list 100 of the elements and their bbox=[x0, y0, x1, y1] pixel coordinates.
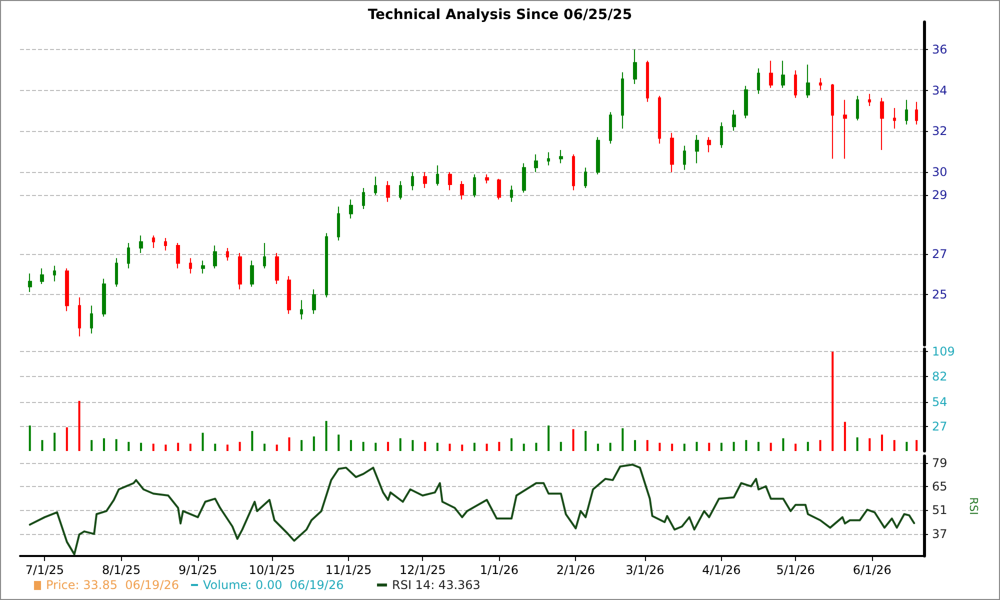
candlestick bbox=[78, 296, 81, 337]
y-tick-label: 27 bbox=[932, 419, 948, 434]
candlestick bbox=[337, 206, 340, 241]
candlestick bbox=[596, 136, 600, 175]
bar bbox=[102, 438, 105, 451]
line-series bbox=[28, 464, 916, 556]
y-tick-label: 30 bbox=[932, 165, 948, 180]
bar bbox=[584, 430, 587, 451]
candlestick bbox=[893, 107, 896, 130]
bar bbox=[312, 436, 315, 451]
bar bbox=[152, 444, 154, 451]
candlestick bbox=[362, 187, 365, 210]
bar bbox=[622, 428, 624, 451]
bar bbox=[288, 437, 290, 451]
candlestick bbox=[460, 180, 464, 200]
text: Price: 33.85 06/19/26 bbox=[46, 578, 180, 592]
candlestick bbox=[905, 99, 908, 125]
bar bbox=[41, 440, 44, 451]
candlestick bbox=[621, 72, 624, 130]
candlestick bbox=[201, 260, 205, 274]
candlestick bbox=[40, 268, 44, 285]
y-tick-label: 79 bbox=[932, 456, 948, 470]
bar bbox=[128, 442, 130, 451]
bar bbox=[916, 440, 918, 451]
bar bbox=[350, 440, 352, 451]
bar bbox=[202, 432, 204, 451]
candlestick bbox=[65, 268, 69, 312]
bar bbox=[498, 442, 500, 451]
candlestick bbox=[139, 235, 143, 254]
candlestick bbox=[287, 276, 291, 314]
x-tick-label: 11/1/25 bbox=[325, 563, 372, 577]
candlestick bbox=[915, 101, 918, 125]
bar bbox=[189, 444, 192, 451]
x-tick-label: 5/1/26 bbox=[776, 563, 815, 577]
bar bbox=[708, 442, 710, 451]
bar bbox=[238, 442, 241, 451]
candlestick bbox=[176, 242, 180, 269]
candlestick bbox=[880, 97, 884, 151]
candlestick bbox=[411, 172, 414, 191]
bar bbox=[696, 442, 698, 451]
y-tick-label: 82 bbox=[932, 369, 948, 384]
bar bbox=[461, 444, 464, 451]
candlestick bbox=[115, 258, 118, 288]
candlestick bbox=[769, 60, 773, 88]
x-tick-label: 9/1/25 bbox=[178, 563, 218, 577]
bar bbox=[806, 442, 809, 451]
bar bbox=[794, 444, 797, 451]
bar bbox=[177, 442, 180, 451]
y-tick-label: 34 bbox=[932, 83, 948, 98]
candlestick bbox=[534, 154, 538, 173]
bar bbox=[325, 420, 328, 451]
bar bbox=[399, 438, 402, 451]
text: Volume: 0.00 06/19/26 bbox=[203, 578, 344, 592]
candlestick bbox=[843, 99, 847, 160]
bar bbox=[522, 444, 525, 451]
bar bbox=[66, 427, 68, 451]
bar bbox=[28, 426, 31, 451]
y-tick-label: 36 bbox=[932, 42, 948, 56]
candlestick bbox=[250, 260, 254, 288]
y-tick-label: 65 bbox=[932, 480, 948, 494]
bar bbox=[436, 442, 438, 451]
candlestick bbox=[374, 176, 377, 196]
bar bbox=[572, 429, 574, 451]
candlestick bbox=[806, 64, 810, 98]
bar bbox=[732, 442, 735, 451]
bar bbox=[893, 440, 896, 451]
bar bbox=[758, 442, 760, 451]
bar bbox=[300, 440, 303, 451]
candlestick bbox=[856, 95, 859, 121]
bar bbox=[90, 440, 93, 451]
candlestick bbox=[90, 305, 93, 334]
candlestick bbox=[609, 112, 612, 144]
candlestick bbox=[757, 68, 760, 94]
candlestick bbox=[744, 85, 748, 119]
candlestick bbox=[53, 265, 56, 282]
candlestick bbox=[102, 278, 106, 318]
bar bbox=[832, 352, 834, 451]
bar bbox=[646, 440, 648, 451]
bar bbox=[819, 440, 822, 451]
y-tick-label: 51 bbox=[932, 503, 948, 518]
candlestick bbox=[300, 300, 303, 320]
bar bbox=[251, 430, 254, 451]
bar bbox=[264, 444, 266, 451]
candlestick bbox=[794, 70, 797, 98]
candlestick bbox=[349, 199, 353, 220]
x-tick-label: 7/1/25 bbox=[25, 563, 64, 577]
x-tick-label: 3/1/26 bbox=[626, 563, 664, 577]
candlestick bbox=[522, 162, 526, 194]
candlestick bbox=[312, 288, 316, 314]
candlestick bbox=[633, 48, 637, 84]
candlestick bbox=[213, 244, 217, 269]
candlestick bbox=[683, 145, 686, 170]
x-tick-label: 2/1/26 bbox=[556, 563, 596, 577]
chart-title: Technical Analysis Since 06/25/25 bbox=[368, 7, 632, 23]
bar bbox=[671, 444, 674, 451]
x-tick-label: 6/1/26 bbox=[852, 563, 892, 577]
candlestick bbox=[164, 238, 167, 251]
candlestick bbox=[485, 174, 489, 184]
candlestick bbox=[28, 273, 32, 293]
bar bbox=[745, 440, 748, 451]
